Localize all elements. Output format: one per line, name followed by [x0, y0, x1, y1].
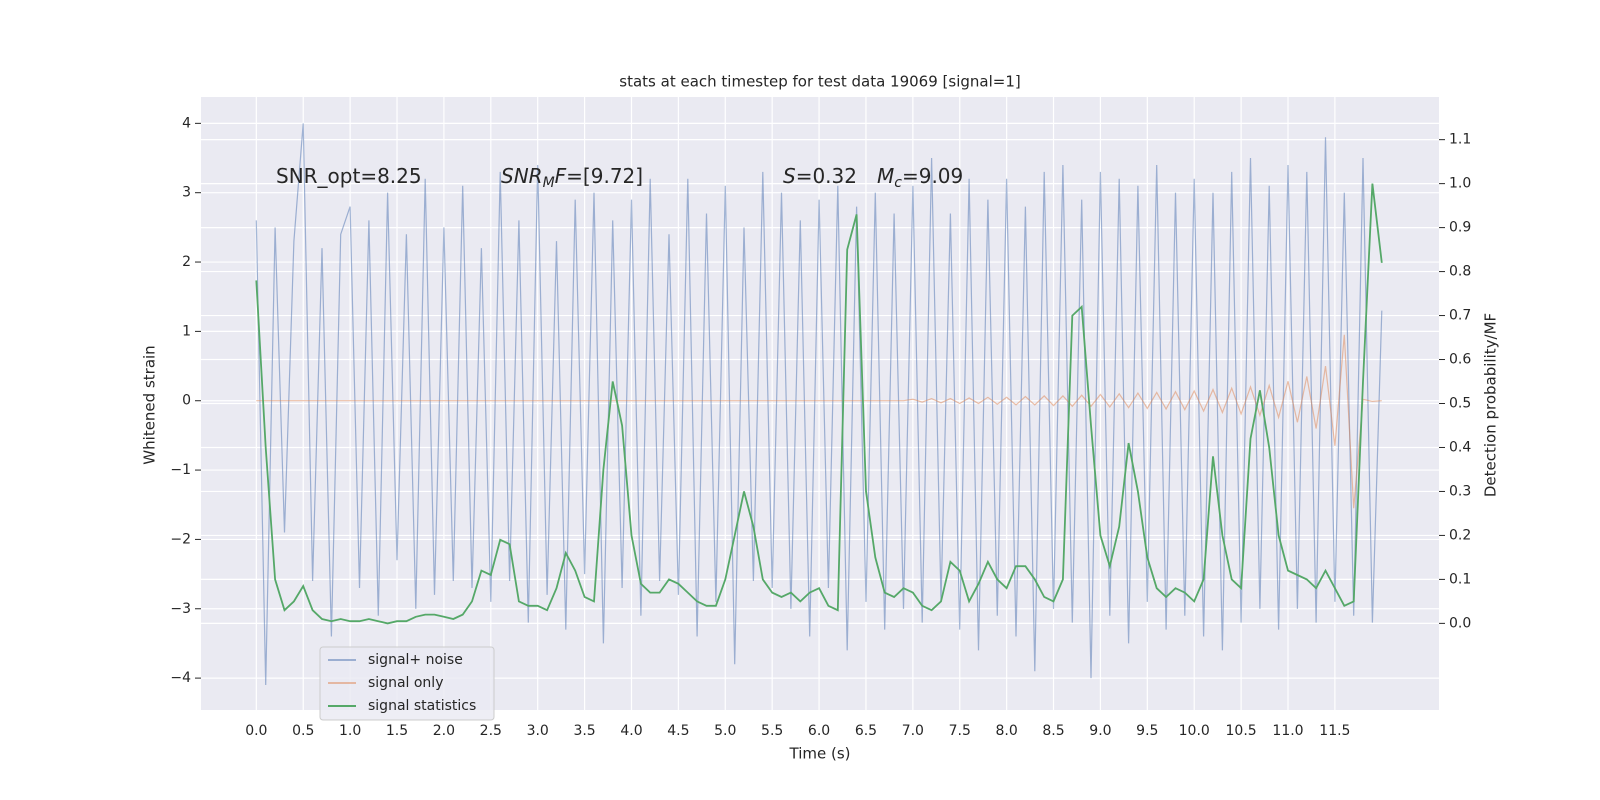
x-tick-label: 0.0	[245, 723, 267, 739]
x-tick-label: 1.5	[386, 723, 408, 739]
x-tick-label: 3.5	[573, 723, 595, 739]
annotation-part: M	[543, 175, 555, 191]
y2-tick-label: 1.1	[1449, 132, 1471, 148]
x-tick-label: 4.0	[620, 723, 642, 739]
y-tick-label: −4	[170, 670, 191, 686]
y2-tick-label: 0.9	[1449, 220, 1471, 236]
marks	[255, 123, 1383, 686]
y-tick-label: −2	[170, 531, 191, 547]
x-tick-label: 11.5	[1319, 723, 1350, 739]
x-tick-label: 7.5	[949, 723, 971, 739]
x-tick-label: 7.0	[902, 723, 924, 739]
annotation: Mc=9.09	[877, 164, 963, 192]
y2-tick-label: 1.0	[1449, 176, 1471, 192]
annotation: SNRMF=[9.72]	[501, 164, 643, 192]
annotation: SNR_opt=8.25	[276, 164, 422, 188]
x-tick-label: 8.0	[996, 723, 1018, 739]
legend-box	[319, 646, 495, 721]
x-tick-label: 2.0	[433, 723, 455, 739]
annotation-part: F	[555, 164, 567, 188]
x-tick-label: 6.5	[855, 723, 877, 739]
x-tick-label: 8.5	[1042, 723, 1064, 739]
x-tick-label: 11.0	[1272, 723, 1303, 739]
x-tick-label: 4.5	[667, 723, 689, 739]
x-tick-label: 2.5	[480, 723, 502, 739]
x-tick-label: 10.5	[1226, 723, 1257, 739]
x-tick-label: 10.0	[1179, 723, 1210, 739]
annotation: S=0.32	[783, 164, 857, 188]
legend: signal+ noise signal only signal statistic…	[319, 646, 495, 721]
y-tick-label: −3	[170, 601, 191, 617]
annotation-part: S	[783, 164, 796, 188]
series-line	[255, 123, 1383, 686]
y2-tick-label: 0.2	[1449, 527, 1471, 543]
annotation-part: SNR	[501, 164, 543, 188]
x-tick-label: 1.0	[339, 723, 361, 739]
y2-tick-label: 0.4	[1449, 439, 1471, 455]
y2-tick-label: 0.0	[1449, 615, 1471, 631]
y2-tick-label: 0.3	[1449, 483, 1471, 499]
y-axis-label: Whitened strain	[141, 345, 159, 464]
y2-tick-label: 0.5	[1449, 396, 1471, 412]
annotation-part: M	[877, 164, 894, 188]
annotation-part: =0.32	[796, 164, 857, 188]
x-tick-label: 9.0	[1089, 723, 1111, 739]
x-tick-label: 3.0	[527, 723, 549, 739]
series-line	[256, 334, 1382, 509]
y-tick-label: −1	[170, 462, 191, 478]
annotation-part: c	[894, 175, 902, 191]
y2-tick-label: 0.6	[1449, 352, 1471, 368]
annotation-part: =[9.72]	[566, 164, 643, 188]
y2-tick-label: 0.8	[1449, 264, 1471, 280]
x-axis-label: Time (s)	[789, 745, 851, 763]
y-tick-label: 4	[182, 115, 191, 131]
y2-tick-label: 0.7	[1449, 308, 1471, 324]
y2-tick-label: 0.1	[1449, 571, 1471, 587]
annotation-part: =9.09	[902, 164, 963, 188]
y-tick-label: 2	[182, 254, 191, 270]
x-tick-label: 5.0	[714, 723, 736, 739]
x-tick-label: 9.5	[1136, 723, 1158, 739]
x-tick-label: 5.5	[761, 723, 783, 739]
x-tick-label: 6.0	[808, 723, 830, 739]
y-tick-label: 3	[182, 185, 191, 201]
y2-axis-label: Detection probability/MF	[1482, 313, 1500, 497]
x-tick-label: 0.5	[292, 723, 314, 739]
annotation-part: SNR_opt=8.25	[276, 164, 422, 188]
series-line	[255, 183, 1383, 625]
y-tick-label: 0	[182, 393, 191, 409]
legend-label: signal only	[368, 675, 443, 691]
legend-label: signal statistics	[368, 698, 476, 714]
legend-label: signal+ noise	[368, 652, 463, 668]
chart-title: stats at each timestep for test data 190…	[619, 73, 1020, 91]
y-tick-label: 1	[182, 323, 191, 339]
